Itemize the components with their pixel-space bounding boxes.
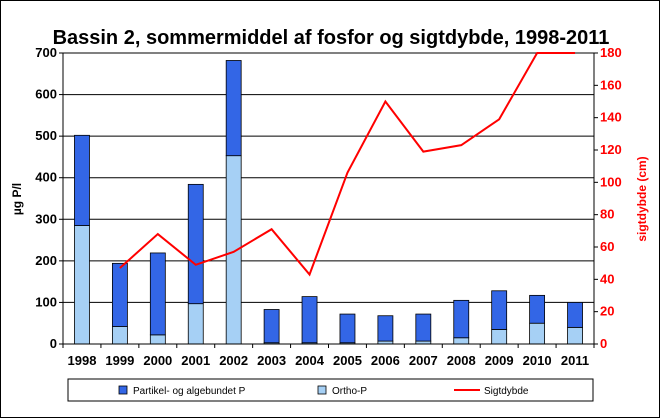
x-tick-label: 2003 xyxy=(257,353,286,368)
bar-partikel-og-algebundet-p-2011 xyxy=(567,302,583,328)
bar-ortho-p-2009 xyxy=(491,329,508,345)
bar-ortho-p-2000 xyxy=(149,334,166,345)
bar-ortho-p-1998 xyxy=(74,225,90,345)
y-axis-label: µg P/l xyxy=(10,183,24,215)
y2-tick-label: 120 xyxy=(600,142,622,157)
legend: Partikel- og algebundet P Ortho-P Sigtdybd… xyxy=(118,385,529,397)
bar-ortho-p-1999 xyxy=(111,326,128,345)
legend-label: Ortho-P xyxy=(332,386,367,397)
legend-label: Sigtdybde xyxy=(484,386,529,397)
y2-tick-label: 140 xyxy=(600,110,622,125)
bar-ortho-p-2001 xyxy=(187,303,204,345)
bar-partikel-og-algebundet-p-2004 xyxy=(301,296,318,344)
x-tick-label: 2005 xyxy=(333,353,362,368)
line-sigtdybde xyxy=(119,52,576,277)
x-tick-label: 1998 xyxy=(68,353,97,368)
bar-ortho-p-2008 xyxy=(453,337,470,345)
y2-axis-label: sigtdybde (cm) xyxy=(635,156,649,241)
y-tick-label: 600 xyxy=(35,87,57,102)
y2-tick-label: 80 xyxy=(600,207,614,222)
y-tick-label: 300 xyxy=(35,211,57,226)
bar-ortho-p-2011 xyxy=(567,326,583,345)
y-tick-label: 100 xyxy=(35,294,57,309)
x-tick-label: 2008 xyxy=(447,353,476,368)
x-tick-label: 2002 xyxy=(219,353,248,368)
bar-partikel-og-algebundet-p-2007 xyxy=(415,313,432,342)
legend-box xyxy=(67,378,594,402)
y-tick-label: 500 xyxy=(35,128,57,143)
x-tick-label: 2000 xyxy=(143,353,172,368)
bar-partikel-og-algebundet-p-2005 xyxy=(339,313,356,344)
y-tick-label: 0 xyxy=(50,336,57,351)
legend-swatch xyxy=(118,385,128,395)
y-tick-label: 700 xyxy=(35,45,57,60)
x-tick-label: 2004 xyxy=(295,353,325,368)
legend-swatch xyxy=(317,385,327,395)
y2-tick-label: 40 xyxy=(600,271,614,286)
x-axis-ticks: 1998 1999 2000 2001 2002 2003 2004 2005 2006 2007… xyxy=(62,344,595,368)
bar-ortho-p-2010 xyxy=(529,322,546,345)
bar-partikel-og-algebundet-p-2009 xyxy=(491,290,508,330)
y2-tick-label: 60 xyxy=(600,239,614,254)
x-tick-label: 2001 xyxy=(181,353,210,368)
chart-title: Bassin 2, sommermiddel af fosfor og sigt… xyxy=(53,27,610,49)
right-axis-ticks: 0 20 40 60 80 100 120 140 160 180 xyxy=(594,45,622,351)
x-tick-label: 1999 xyxy=(105,353,134,368)
bar-partikel-og-algebundet-p-2002 xyxy=(225,60,242,157)
y-tick-label: 400 xyxy=(35,170,57,185)
y2-tick-label: 180 xyxy=(600,45,622,60)
bar-partikel-og-algebundet-p-2008 xyxy=(453,299,470,339)
x-tick-label: 2006 xyxy=(371,353,400,368)
bar-partikel-og-algebundet-p-2000 xyxy=(149,252,166,336)
x-tick-label: 2009 xyxy=(485,353,514,368)
x-tick-label: 2007 xyxy=(409,353,438,368)
plot-area xyxy=(63,53,594,344)
bar-partikel-og-algebundet-p-1998 xyxy=(74,134,90,226)
bar-partikel-og-algebundet-p-2001 xyxy=(187,183,204,305)
bar-partikel-og-algebundet-p-2006 xyxy=(377,315,394,342)
bar-partikel-og-algebundet-p-2003 xyxy=(263,309,280,344)
y2-tick-label: 20 xyxy=(600,304,614,319)
line-group xyxy=(119,52,576,277)
bar-group xyxy=(74,60,583,345)
y-tick-label: 200 xyxy=(35,253,57,268)
bar-partikel-og-algebundet-p-2010 xyxy=(529,294,546,324)
y2-tick-label: 0 xyxy=(600,336,607,351)
left-axis-ticks: 0 100 200 300 400 500 600 700 xyxy=(35,45,63,351)
legend-label: Partikel- og algebundet P xyxy=(133,386,246,397)
x-tick-label: 2011 xyxy=(561,353,589,368)
y2-tick-label: 100 xyxy=(600,174,622,189)
y2-tick-label: 160 xyxy=(600,77,622,92)
bar-partikel-og-algebundet-p-1999 xyxy=(111,262,128,327)
x-tick-label: 2010 xyxy=(523,353,552,368)
